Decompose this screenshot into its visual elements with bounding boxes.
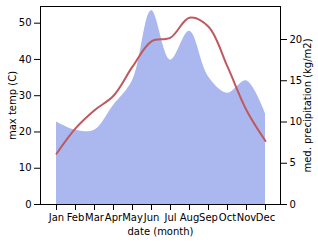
svg-text:Jan: Jan xyxy=(48,212,64,223)
svg-text:Jun: Jun xyxy=(143,212,160,223)
svg-text:Mar: Mar xyxy=(85,212,105,223)
svg-text:40: 40 xyxy=(19,54,32,65)
svg-text:50: 50 xyxy=(19,17,32,28)
svg-text:May: May xyxy=(122,212,143,223)
svg-text:0: 0 xyxy=(290,199,296,210)
svg-text:Jul: Jul xyxy=(163,212,176,223)
svg-text:20: 20 xyxy=(19,126,32,137)
svg-text:Nov: Nov xyxy=(237,212,257,223)
svg-text:15: 15 xyxy=(290,75,303,86)
svg-text:date (month): date (month) xyxy=(128,226,194,237)
svg-text:10: 10 xyxy=(290,116,303,127)
svg-text:Feb: Feb xyxy=(67,212,85,223)
svg-text:0: 0 xyxy=(25,199,31,210)
svg-text:med. precipitation (kg/m2): med. precipitation (kg/m2) xyxy=(302,38,313,172)
svg-text:Oct: Oct xyxy=(219,212,236,223)
svg-text:Aug: Aug xyxy=(180,212,200,223)
svg-text:Apr: Apr xyxy=(105,212,123,223)
svg-text:5: 5 xyxy=(290,157,296,168)
svg-text:max temp (C): max temp (C) xyxy=(7,71,18,140)
svg-text:10: 10 xyxy=(19,162,32,173)
svg-text:Sep: Sep xyxy=(199,212,218,223)
svg-text:30: 30 xyxy=(19,90,32,101)
svg-text:20: 20 xyxy=(290,34,303,45)
svg-text:Dec: Dec xyxy=(256,212,275,223)
